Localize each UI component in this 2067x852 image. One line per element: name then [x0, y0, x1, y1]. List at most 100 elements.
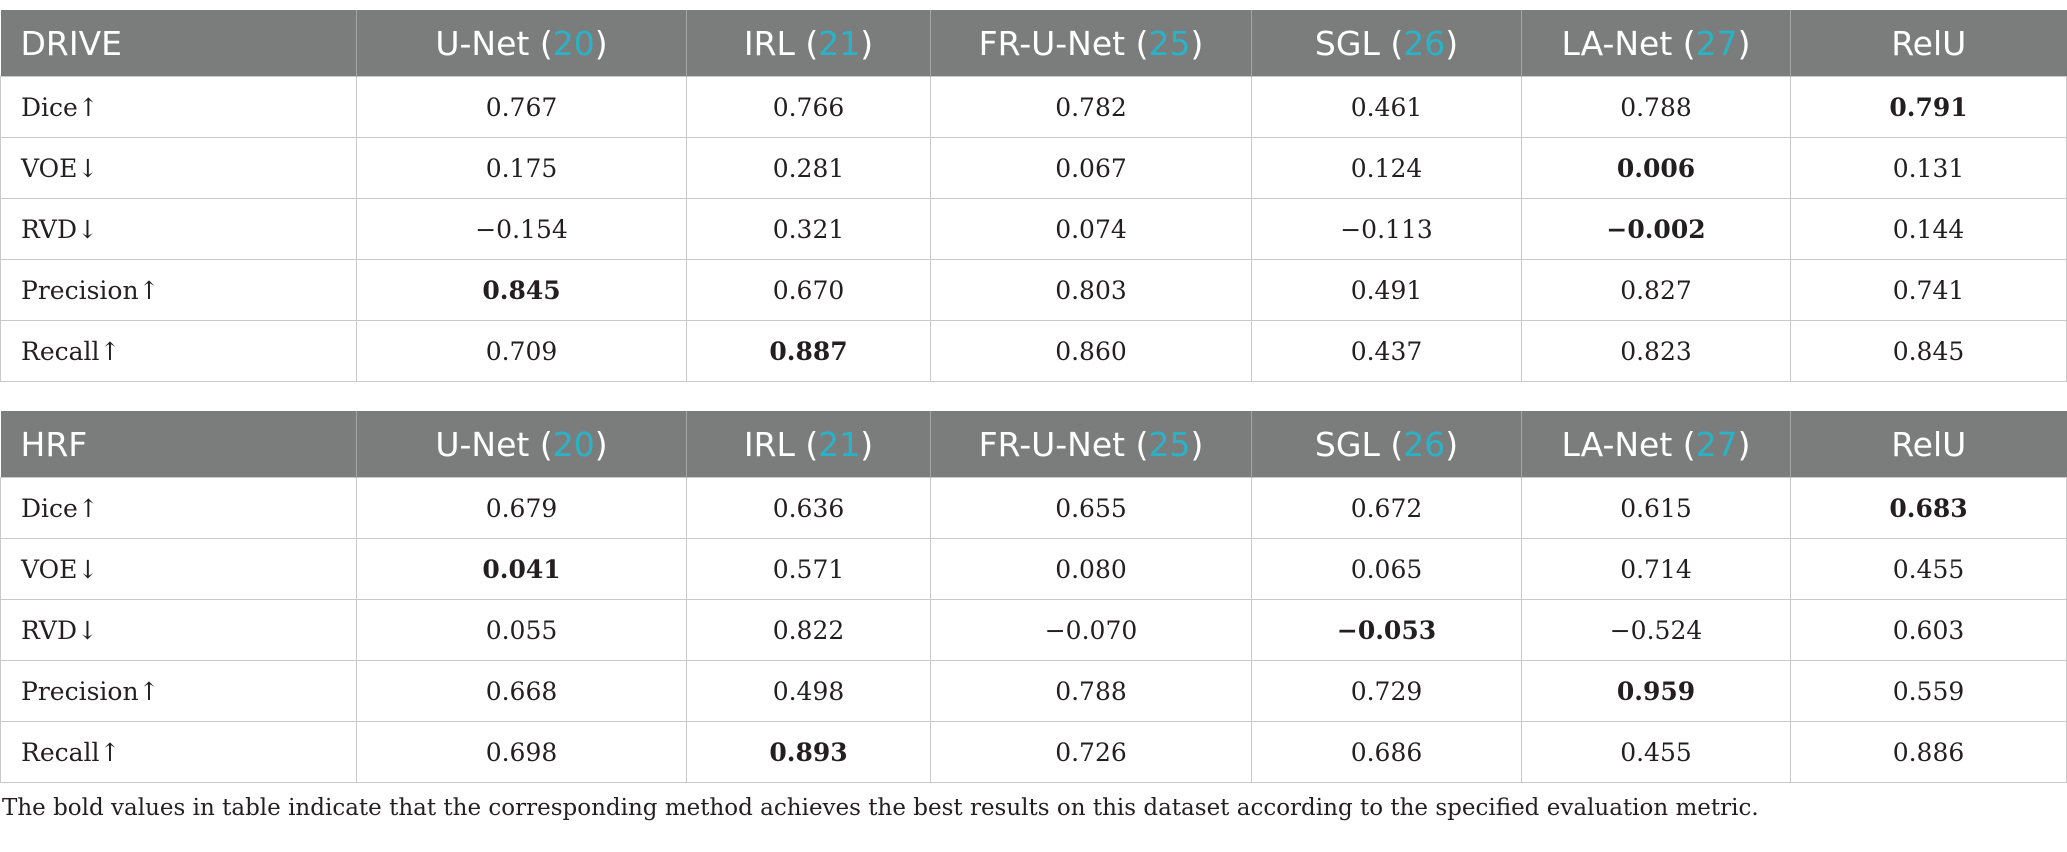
- citation-link[interactable]: 27: [1695, 424, 1738, 464]
- results-table-hrf: HRF U-Net (20) IRL (21) FR-U-Net (25) SGL (2…: [0, 411, 2067, 783]
- method-name: U-Net: [435, 424, 530, 464]
- method-name: RelU: [1891, 23, 1967, 63]
- citation-link[interactable]: 21: [818, 424, 861, 464]
- value-cell: 0.803: [930, 259, 1252, 321]
- value-cell: 0.679: [356, 477, 687, 539]
- method-header: IRL (21): [686, 411, 931, 478]
- best-value-cell: 0.887: [686, 320, 931, 382]
- method-name: U-Net: [435, 23, 530, 63]
- value-cell: 0.065: [1251, 538, 1522, 600]
- method-header: U-Net (20): [356, 10, 687, 77]
- table-row: Precision↑ 0.668 0.498 0.788 0.729 0.959 0.559: [0, 660, 2067, 722]
- metric-label: Recall↑: [0, 721, 357, 783]
- value-cell: 0.670: [686, 259, 931, 321]
- metric-label: Dice↑: [0, 76, 357, 138]
- value-cell: 0.782: [930, 76, 1252, 138]
- value-cell: 0.827: [1521, 259, 1791, 321]
- results-table-drive: DRIVE U-Net (20) IRL (21) FR-U-Net (25) SGL …: [0, 10, 2067, 382]
- value-cell: 0.788: [930, 660, 1252, 722]
- metric-label: Precision↑: [0, 660, 357, 722]
- value-cell: 0.741: [1790, 259, 2067, 321]
- table-spacer: [0, 382, 2067, 411]
- value-cell: 0.672: [1251, 477, 1522, 539]
- value-cell: 0.144: [1790, 198, 2067, 260]
- value-cell: −0.113: [1251, 198, 1522, 260]
- best-value-cell: −0.002: [1521, 198, 1791, 260]
- value-cell: 0.559: [1790, 660, 2067, 722]
- value-cell: 0.636: [686, 477, 931, 539]
- method-header: U-Net (20): [356, 411, 687, 478]
- value-cell: 0.823: [1521, 320, 1791, 382]
- table-row: Recall↑ 0.698 0.893 0.726 0.686 0.455 0.886: [0, 721, 2067, 783]
- value-cell: 0.709: [356, 320, 687, 382]
- method-name: FR-U-Net: [978, 23, 1126, 63]
- method-header: FR-U-Net (25): [930, 10, 1252, 77]
- table-row: Precision↑ 0.845 0.670 0.803 0.491 0.827 0.741: [0, 259, 2067, 321]
- method-name: SGL: [1314, 23, 1380, 63]
- value-cell: 0.615: [1521, 477, 1791, 539]
- value-cell: 0.571: [686, 538, 931, 600]
- citation-link[interactable]: 20: [552, 23, 595, 63]
- table-row: VOE↓ 0.041 0.571 0.080 0.065 0.714 0.455: [0, 538, 2067, 600]
- best-value-cell: 0.791: [1790, 76, 2067, 138]
- table-row: RVD↓ −0.154 0.321 0.074 −0.113 −0.002 0.144: [0, 198, 2067, 260]
- value-cell: 0.491: [1251, 259, 1522, 321]
- value-cell: 0.822: [686, 599, 931, 661]
- method-name: IRL: [743, 23, 795, 63]
- value-cell: 0.461: [1251, 76, 1522, 138]
- method-header: FR-U-Net (25): [930, 411, 1252, 478]
- method-header: IRL (21): [686, 10, 931, 77]
- results-document: DRIVE U-Net (20) IRL (21) FR-U-Net (25) SGL …: [0, 10, 2067, 821]
- metric-label: Dice↑: [0, 477, 357, 539]
- table-row: Dice↑ 0.679 0.636 0.655 0.672 0.615 0.683: [0, 477, 2067, 539]
- citation-link[interactable]: 25: [1148, 23, 1191, 63]
- method-name: FR-U-Net: [978, 424, 1126, 464]
- value-cell: 0.455: [1790, 538, 2067, 600]
- value-cell: 0.729: [1251, 660, 1522, 722]
- table-row: Recall↑ 0.709 0.887 0.860 0.437 0.823 0.845: [0, 320, 2067, 382]
- value-cell: 0.714: [1521, 538, 1791, 600]
- method-name: IRL: [743, 424, 795, 464]
- dataset-name-header: DRIVE: [0, 10, 357, 77]
- value-cell: 0.726: [930, 721, 1252, 783]
- method-header: LA-Net (27): [1521, 411, 1791, 478]
- citation-link[interactable]: 27: [1695, 23, 1738, 63]
- header-row: HRF U-Net (20) IRL (21) FR-U-Net (25) SGL (2…: [0, 411, 2067, 478]
- citation-link[interactable]: 20: [552, 424, 595, 464]
- table-row: VOE↓ 0.175 0.281 0.067 0.124 0.006 0.131: [0, 137, 2067, 199]
- table-row: RVD↓ 0.055 0.822 −0.070 −0.053 −0.524 0.603: [0, 599, 2067, 661]
- value-cell: 0.498: [686, 660, 931, 722]
- value-cell: 0.067: [930, 137, 1252, 199]
- value-cell: −0.524: [1521, 599, 1791, 661]
- value-cell: 0.074: [930, 198, 1252, 260]
- value-cell: 0.845: [1790, 320, 2067, 382]
- metric-label: Recall↑: [0, 320, 357, 382]
- method-header: SGL (26): [1251, 411, 1522, 478]
- value-cell: 0.437: [1251, 320, 1522, 382]
- method-name: LA-Net: [1561, 23, 1673, 63]
- citation-link[interactable]: 25: [1148, 424, 1191, 464]
- best-value-cell: 0.006: [1521, 137, 1791, 199]
- best-value-cell: 0.041: [356, 538, 687, 600]
- citation-link[interactable]: 21: [818, 23, 861, 63]
- method-header: LA-Net (27): [1521, 10, 1791, 77]
- value-cell: 0.788: [1521, 76, 1791, 138]
- value-cell: 0.603: [1790, 599, 2067, 661]
- best-value-cell: 0.959: [1521, 660, 1791, 722]
- method-header: RelU: [1790, 10, 2067, 77]
- tables-container: DRIVE U-Net (20) IRL (21) FR-U-Net (25) SGL …: [0, 10, 2067, 783]
- citation-link[interactable]: 26: [1403, 23, 1446, 63]
- value-cell: 0.668: [356, 660, 687, 722]
- table-row: Dice↑ 0.767 0.766 0.782 0.461 0.788 0.791: [0, 76, 2067, 138]
- metric-label: RVD↓: [0, 198, 357, 260]
- method-name: SGL: [1314, 424, 1380, 464]
- citation-link[interactable]: 26: [1403, 424, 1446, 464]
- method-header: RelU: [1790, 411, 2067, 478]
- metric-label: VOE↓: [0, 538, 357, 600]
- value-cell: 0.698: [356, 721, 687, 783]
- method-name: LA-Net: [1561, 424, 1673, 464]
- value-cell: 0.860: [930, 320, 1252, 382]
- method-name: RelU: [1891, 424, 1967, 464]
- value-cell: 0.766: [686, 76, 931, 138]
- value-cell: 0.655: [930, 477, 1252, 539]
